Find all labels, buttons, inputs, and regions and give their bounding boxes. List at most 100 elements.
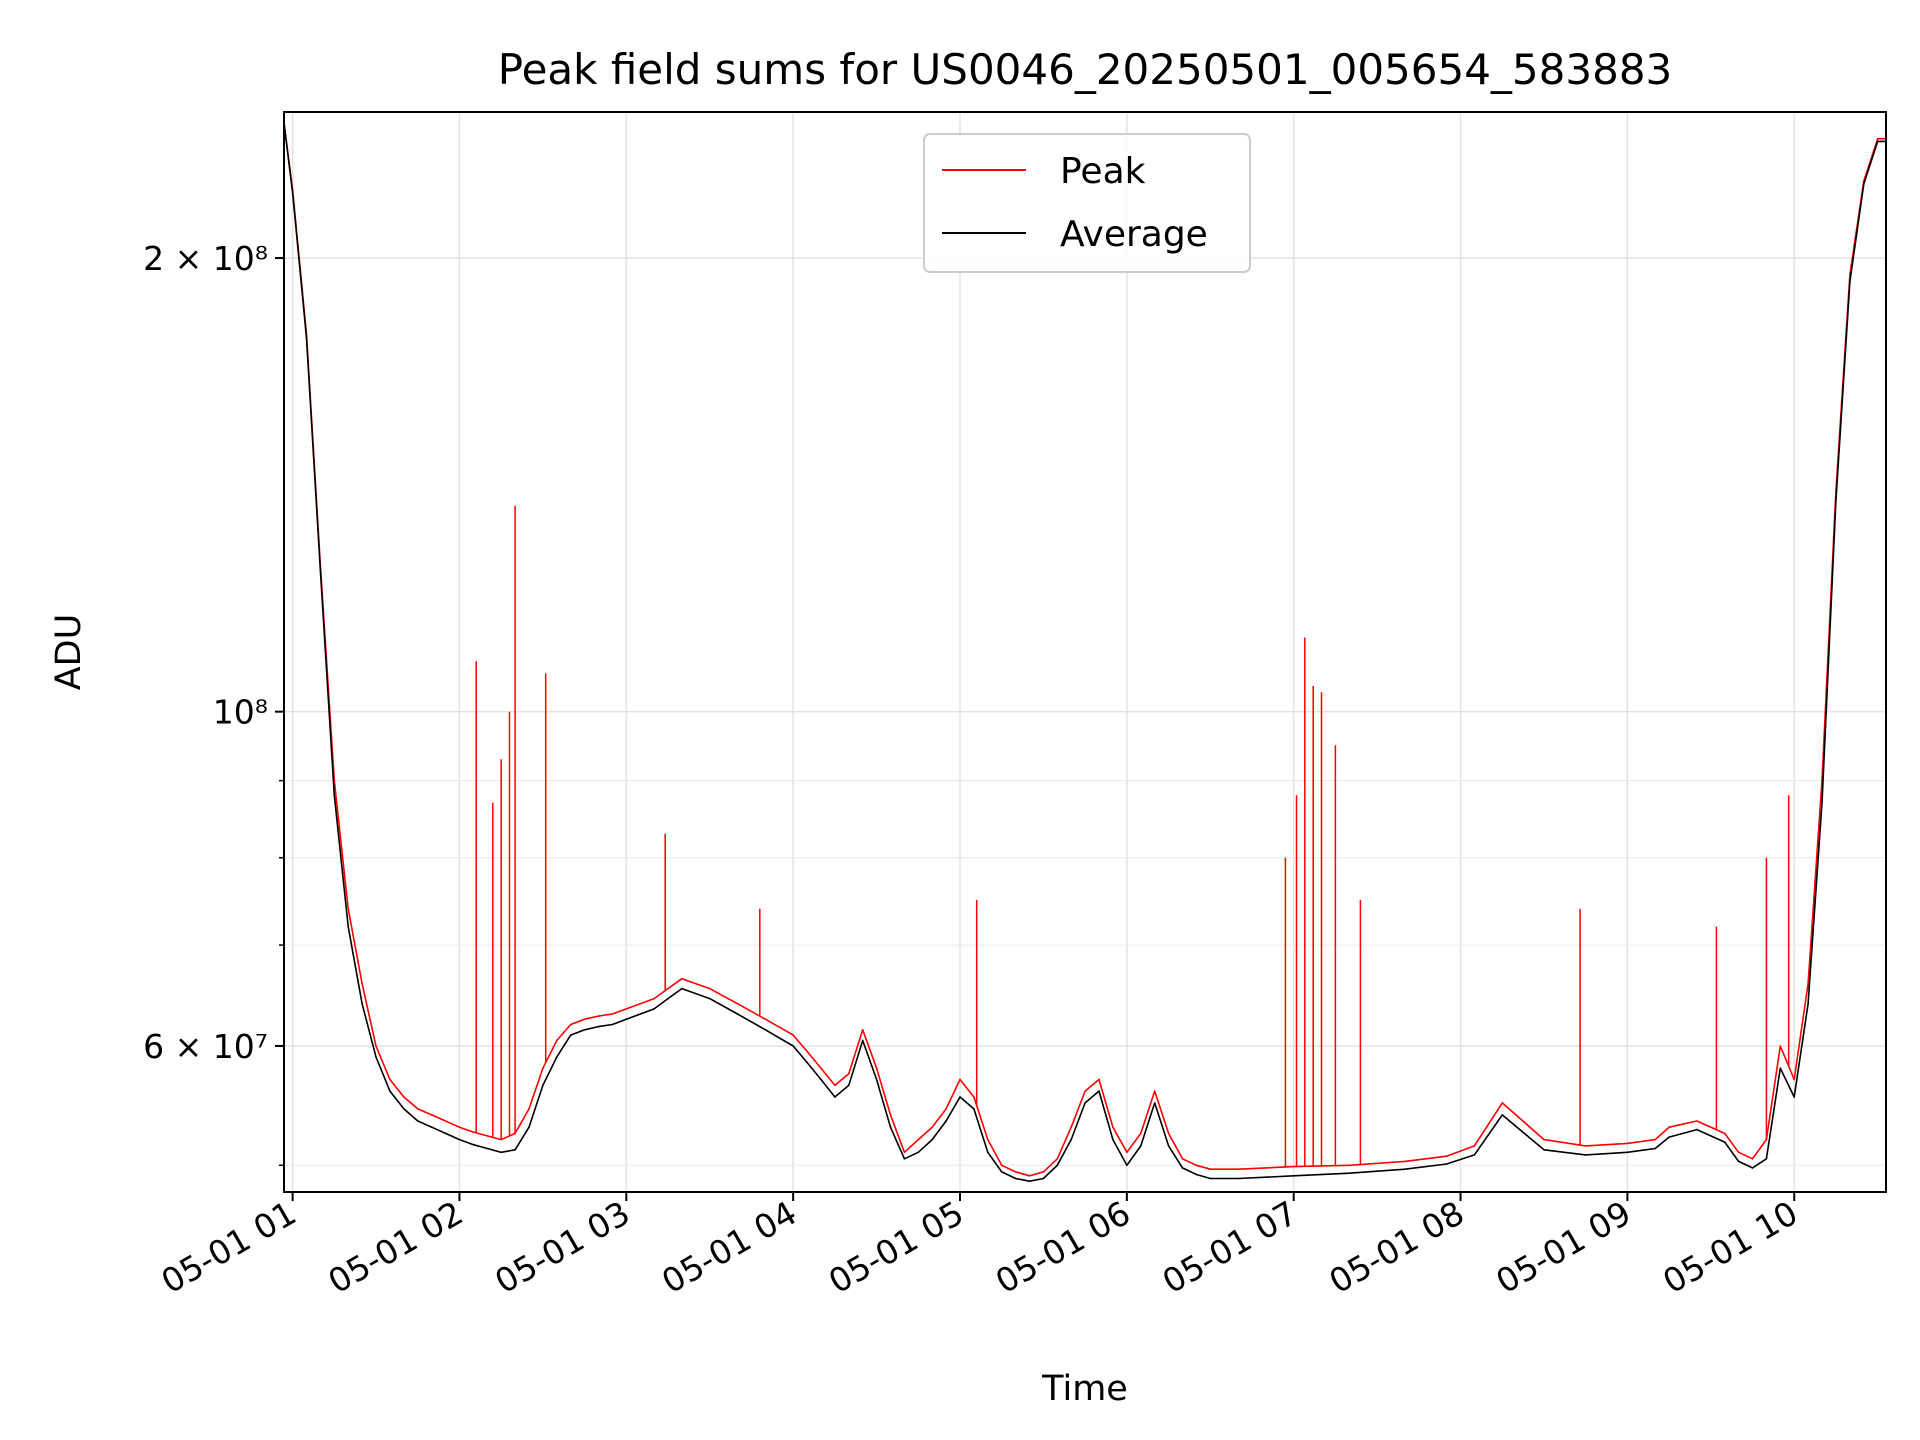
data-point [1181, 1167, 1184, 1169]
data-point [1696, 1120, 1698, 1122]
chart-title: Peak field sums for US0046_20250501_0056… [498, 45, 1673, 94]
data-point [848, 1073, 850, 1075]
data-point [1737, 1151, 1740, 1154]
data-point [736, 1013, 739, 1015]
data-point [1028, 1175, 1031, 1177]
data-point [903, 1151, 906, 1154]
data-point [1014, 1171, 1017, 1173]
data-point [1292, 1175, 1295, 1177]
data-point [1209, 1168, 1212, 1170]
data-point [792, 1034, 794, 1036]
data-point [1654, 1138, 1656, 1141]
data-point [959, 1078, 961, 1081]
data-point [764, 1018, 767, 1020]
data-point [556, 1039, 558, 1042]
data-point [1195, 1164, 1198, 1167]
data-point [1042, 1177, 1045, 1180]
data-point [1696, 1128, 1698, 1131]
data-point [1445, 1155, 1448, 1157]
data-point [931, 1138, 933, 1141]
data-point [1028, 1180, 1031, 1182]
data-point [389, 1090, 391, 1092]
data-point [1849, 280, 1851, 283]
data-point [1000, 1171, 1003, 1173]
data-point [347, 907, 350, 910]
data-point [1167, 1132, 1170, 1135]
data-point [500, 1151, 503, 1154]
data-point [1195, 1173, 1198, 1176]
series-line-average [283, 125, 1886, 1182]
data-point [861, 1029, 864, 1031]
data-point [1584, 1145, 1587, 1147]
data-point [1056, 1164, 1059, 1167]
data-point [569, 1034, 572, 1036]
data-point [1793, 1096, 1795, 1098]
data-point [1543, 1149, 1545, 1151]
data-point [1765, 1158, 1768, 1160]
data-point [1140, 1132, 1142, 1135]
legend-box [923, 133, 1251, 273]
data-point [1737, 1160, 1740, 1163]
data-point [1543, 1138, 1545, 1141]
x-axis-label: Time [1041, 1369, 1128, 1409]
data-point [1237, 1168, 1239, 1170]
data-point [1348, 1172, 1351, 1174]
y-axis-label: ADU [49, 614, 89, 691]
data-point [542, 1084, 544, 1087]
data-point [861, 1039, 864, 1042]
data-point [583, 1029, 586, 1031]
y-tick-label: 6 × 10⁷ [143, 1027, 268, 1066]
data-point [987, 1138, 989, 1141]
data-point [1126, 1151, 1128, 1154]
data-point [973, 1096, 975, 1098]
data-point [389, 1078, 391, 1081]
data-point [987, 1151, 989, 1154]
data-point [945, 1120, 947, 1122]
data-point [834, 1096, 836, 1098]
data-point [973, 1108, 975, 1110]
data-point [444, 1132, 447, 1135]
data-point [1779, 1067, 1782, 1069]
data-point [875, 1078, 878, 1081]
data-point [917, 1138, 920, 1141]
data-point [597, 1015, 600, 1017]
data-point [875, 1067, 878, 1069]
data-point [1473, 1154, 1476, 1156]
data-point [430, 1114, 433, 1116]
data-point [1084, 1102, 1086, 1104]
data-point [472, 1143, 475, 1146]
data-point [889, 1126, 892, 1128]
data-point [667, 997, 669, 1000]
plot-frame [283, 111, 1887, 1193]
data-point [611, 1023, 614, 1026]
data-point [708, 987, 711, 990]
data-point [1668, 1136, 1670, 1138]
data-point [764, 1029, 767, 1031]
data-point [1876, 137, 1879, 140]
data-point [1070, 1138, 1072, 1141]
data-point [1404, 1168, 1406, 1170]
data-point [291, 191, 294, 194]
legend-average-label: Average [1060, 214, 1208, 255]
data-point [917, 1151, 920, 1154]
data-point [1209, 1177, 1212, 1180]
data-point [319, 570, 322, 572]
data-point [1098, 1090, 1100, 1092]
data-point [736, 1002, 739, 1005]
y-tick-label: 10⁸ [213, 693, 268, 732]
data-point [945, 1108, 947, 1110]
data-point [458, 1126, 461, 1128]
data-point [583, 1018, 586, 1020]
data-point [653, 1008, 655, 1010]
data-point [1126, 1164, 1128, 1167]
data-point [597, 1025, 600, 1028]
data-point [1098, 1078, 1100, 1081]
data-point [444, 1120, 447, 1122]
data-point [1014, 1177, 1017, 1180]
data-point [1779, 1045, 1782, 1047]
data-point [347, 925, 350, 928]
data-point [959, 1096, 961, 1098]
data-point [1153, 1102, 1156, 1104]
data-point [1167, 1145, 1170, 1147]
